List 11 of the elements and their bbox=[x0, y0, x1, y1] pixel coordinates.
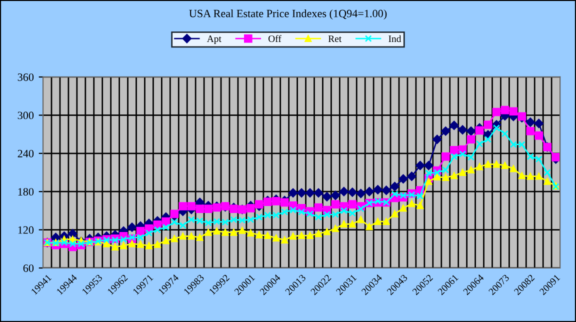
legend-label: Ind bbox=[388, 35, 402, 42]
legend-label: Off bbox=[268, 35, 282, 42]
legend-label: Apt bbox=[206, 36, 222, 44]
legend-label: Ret bbox=[328, 36, 342, 42]
y-tick-label: 360 bbox=[18, 73, 34, 81]
chart-title: USA Real Estate Price Indexes (1Q94=1.00) bbox=[189, 9, 387, 20]
y-tick-label: 180 bbox=[18, 188, 34, 196]
y-tick-label: 120 bbox=[18, 226, 34, 234]
y-tick-label: 300 bbox=[18, 112, 34, 120]
y-tick-label: 60 bbox=[23, 264, 34, 272]
y-tick-label: 240 bbox=[18, 150, 34, 158]
